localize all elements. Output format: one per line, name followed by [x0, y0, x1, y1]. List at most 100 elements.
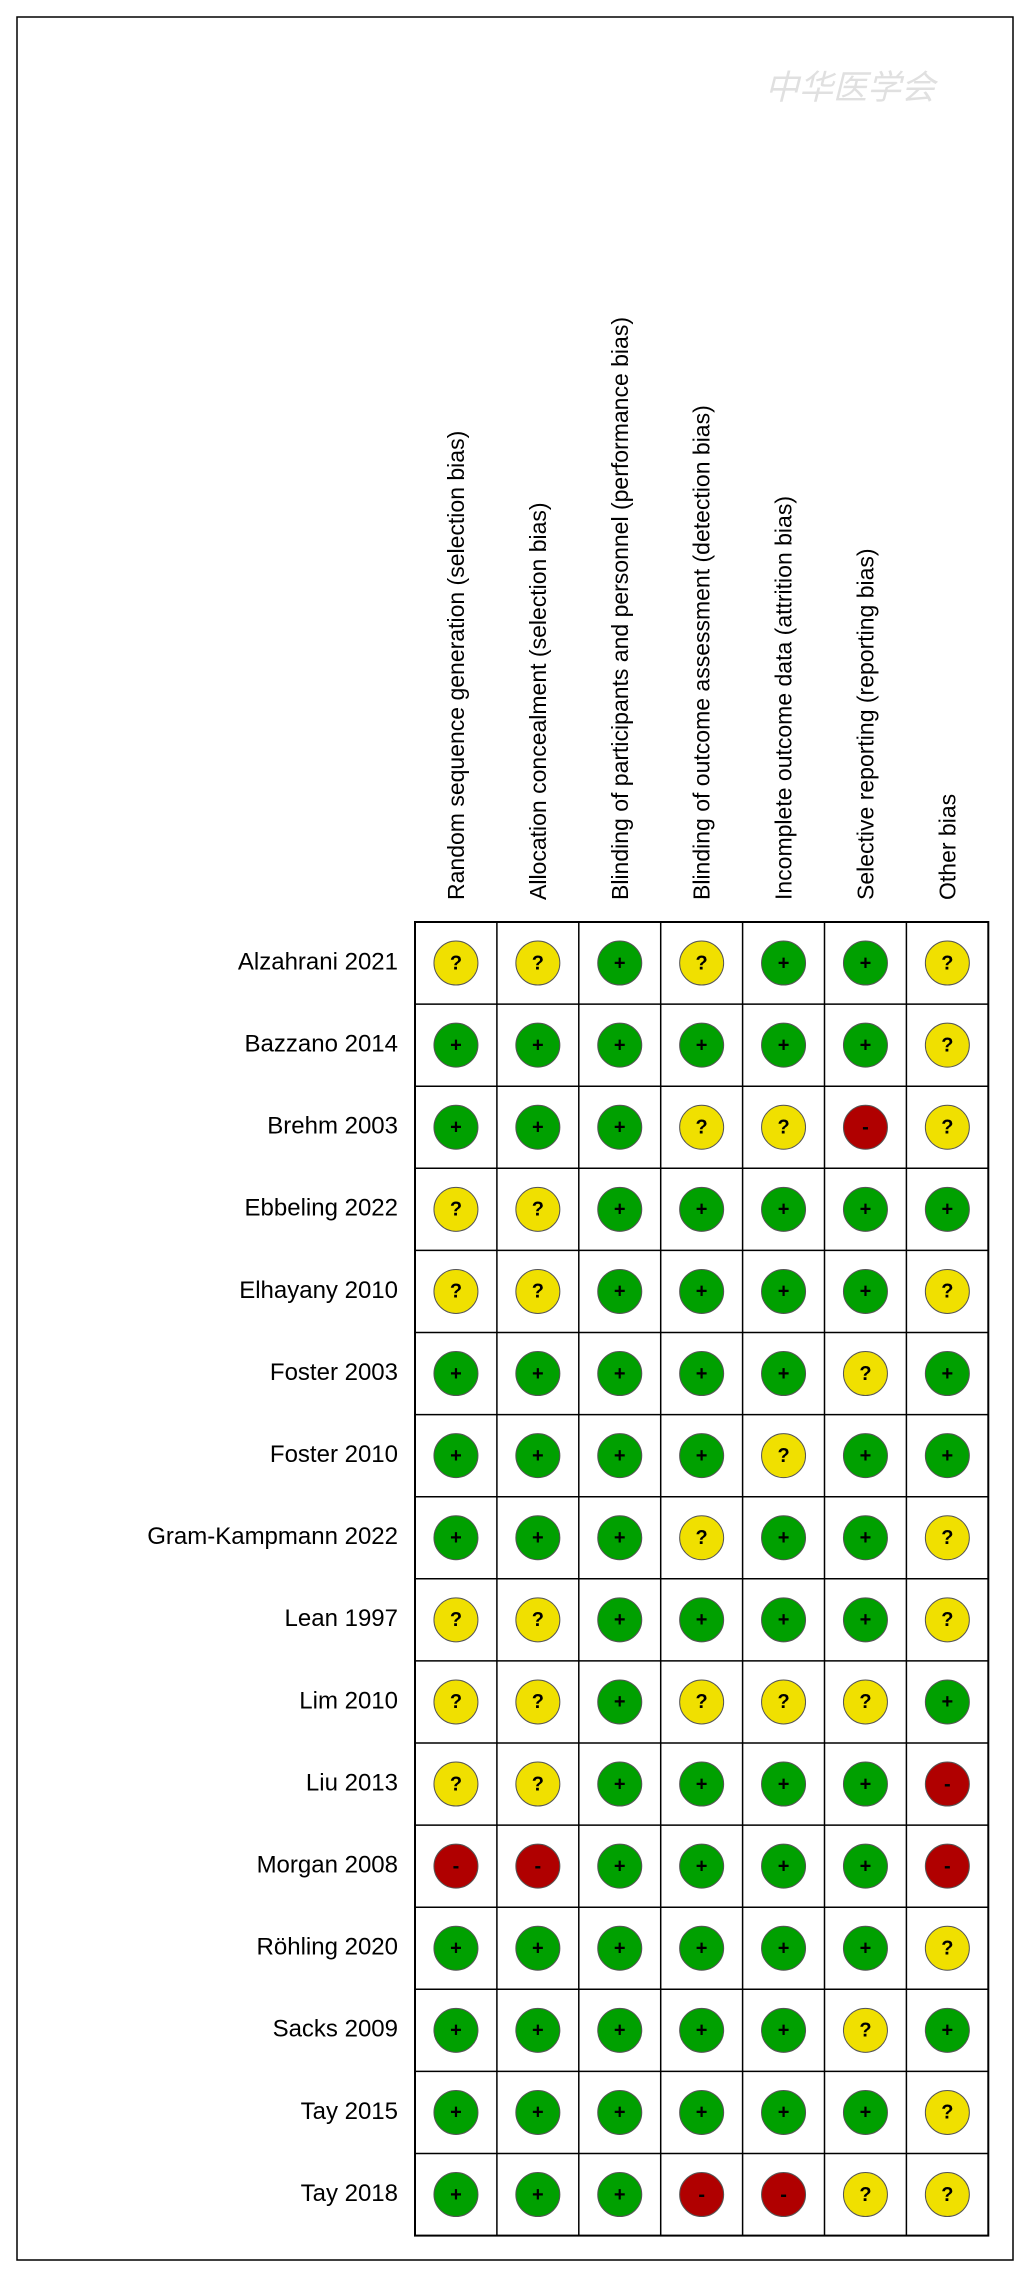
judgement-circle [761, 1597, 807, 1643]
judgement-symbol: + [614, 1527, 626, 1549]
judgement-symbol: + [696, 1034, 708, 1056]
judgement-circle [433, 1843, 479, 1889]
judgement-symbol: + [778, 952, 790, 974]
judgement-symbol: ? [859, 1363, 871, 1385]
judgement-circle [924, 2172, 970, 2218]
column-header: Random sequence generation (selection bi… [443, 431, 469, 900]
judgement-symbol: + [860, 1281, 872, 1303]
judgement-symbol: + [532, 1034, 544, 1056]
judgement-circle [924, 1351, 970, 1397]
judgement-circle [842, 1104, 888, 1150]
study-label: Brehm 2003 [267, 1113, 398, 1140]
judgement-symbol: + [696, 2102, 708, 2124]
judgement-symbol: ? [696, 1527, 708, 1549]
judgement-symbol: ? [532, 1609, 544, 1631]
judgement-symbol: + [614, 2020, 626, 2042]
judgement-symbol: - [698, 2184, 705, 2206]
judgement-symbol: + [614, 2102, 626, 2124]
column-header: Blinding of participants and personnel (… [607, 317, 633, 900]
judgement-circle [433, 1433, 479, 1479]
judgement-circle [679, 1104, 725, 1150]
judgement-symbol: ? [777, 1117, 789, 1139]
judgement-circle [515, 1268, 561, 1314]
judgement-symbol: ? [859, 1691, 871, 1713]
judgement-circle [761, 1761, 807, 1807]
judgement-circle [433, 2172, 479, 2218]
judgement-circle [842, 1597, 888, 1643]
watermark: 中华医学会 [765, 69, 939, 107]
column-header: Blinding of outcome assessment (detectio… [689, 405, 715, 900]
judgement-symbol: ? [777, 1445, 789, 1467]
judgement-symbol: + [778, 1609, 790, 1631]
judgement-circle [842, 2007, 888, 2053]
judgement-circle [679, 1925, 725, 1971]
judgement-circle [679, 1022, 725, 1068]
judgement-symbol: + [860, 1773, 872, 1795]
judgement-circle [515, 2172, 561, 2218]
judgement-symbol: + [532, 1363, 544, 1385]
judgement-symbol: + [860, 2102, 872, 2124]
judgement-symbol: + [450, 1034, 462, 1056]
judgement-symbol: + [860, 1609, 872, 1631]
judgement-circle [597, 1925, 643, 1971]
judgement-symbol: ? [941, 952, 953, 974]
judgement-circle [924, 2007, 970, 2053]
judgement-circle [597, 1186, 643, 1232]
judgement-circle [924, 1515, 970, 1561]
judgement-symbol: ? [532, 952, 544, 974]
judgement-circle [597, 1268, 643, 1314]
judgement-symbol: ? [532, 1773, 544, 1795]
judgement-circle [842, 1761, 888, 1807]
judgement-circle [433, 1104, 479, 1150]
judgement-circle [842, 2089, 888, 2135]
judgement-circle [842, 1268, 888, 1314]
judgement-symbol: + [778, 1527, 790, 1549]
judgement-symbol: + [778, 1773, 790, 1795]
judgement-symbol: - [780, 2184, 787, 2206]
judgement-symbol: + [614, 1445, 626, 1467]
judgement-circle [842, 2172, 888, 2218]
judgement-symbol: - [944, 1773, 951, 1795]
judgement-circle [842, 1843, 888, 1889]
judgement-circle [924, 940, 970, 986]
judgement-circle [597, 1433, 643, 1479]
judgement-symbol: ? [941, 1527, 953, 1549]
judgement-circle [924, 1104, 970, 1150]
judgement-symbol: ? [941, 1034, 953, 1056]
judgement-symbol: + [450, 2102, 462, 2124]
judgement-symbol: ? [696, 952, 708, 974]
judgement-circle [924, 1268, 970, 1314]
judgement-symbol: ? [450, 1281, 462, 1303]
judgement-symbol: + [532, 1117, 544, 1139]
judgement-circle [515, 1761, 561, 1807]
judgement-circle [515, 1351, 561, 1397]
judgement-symbol: + [450, 1363, 462, 1385]
judgement-symbol: + [614, 1034, 626, 1056]
judgement-circle [924, 1022, 970, 1068]
judgement-symbol: + [696, 1938, 708, 1960]
judgement-circle [761, 2007, 807, 2053]
column-header: Incomplete outcome data (attrition bias) [771, 496, 797, 900]
judgement-circle [679, 1351, 725, 1397]
judgement-symbol: + [778, 1363, 790, 1385]
study-label: Lean 1997 [285, 1605, 398, 1632]
judgement-circle [515, 1925, 561, 1971]
study-label: Tay 2015 [301, 2098, 398, 2125]
judgement-symbol: + [450, 2020, 462, 2042]
judgement-circle [679, 1268, 725, 1314]
judgement-symbol: + [696, 2020, 708, 2042]
judgement-circle [761, 1925, 807, 1971]
judgement-symbol: ? [532, 1691, 544, 1713]
judgement-circle [761, 1843, 807, 1889]
judgement-symbol: + [860, 1527, 872, 1549]
judgement-circle [433, 1597, 479, 1643]
judgement-symbol: + [532, 1445, 544, 1467]
judgement-circle [842, 1679, 888, 1725]
judgement-circle [679, 1843, 725, 1889]
judgement-symbol: + [614, 1199, 626, 1221]
judgement-circle [679, 1597, 725, 1643]
judgement-symbol: + [942, 1445, 954, 1467]
judgement-circle [515, 940, 561, 986]
